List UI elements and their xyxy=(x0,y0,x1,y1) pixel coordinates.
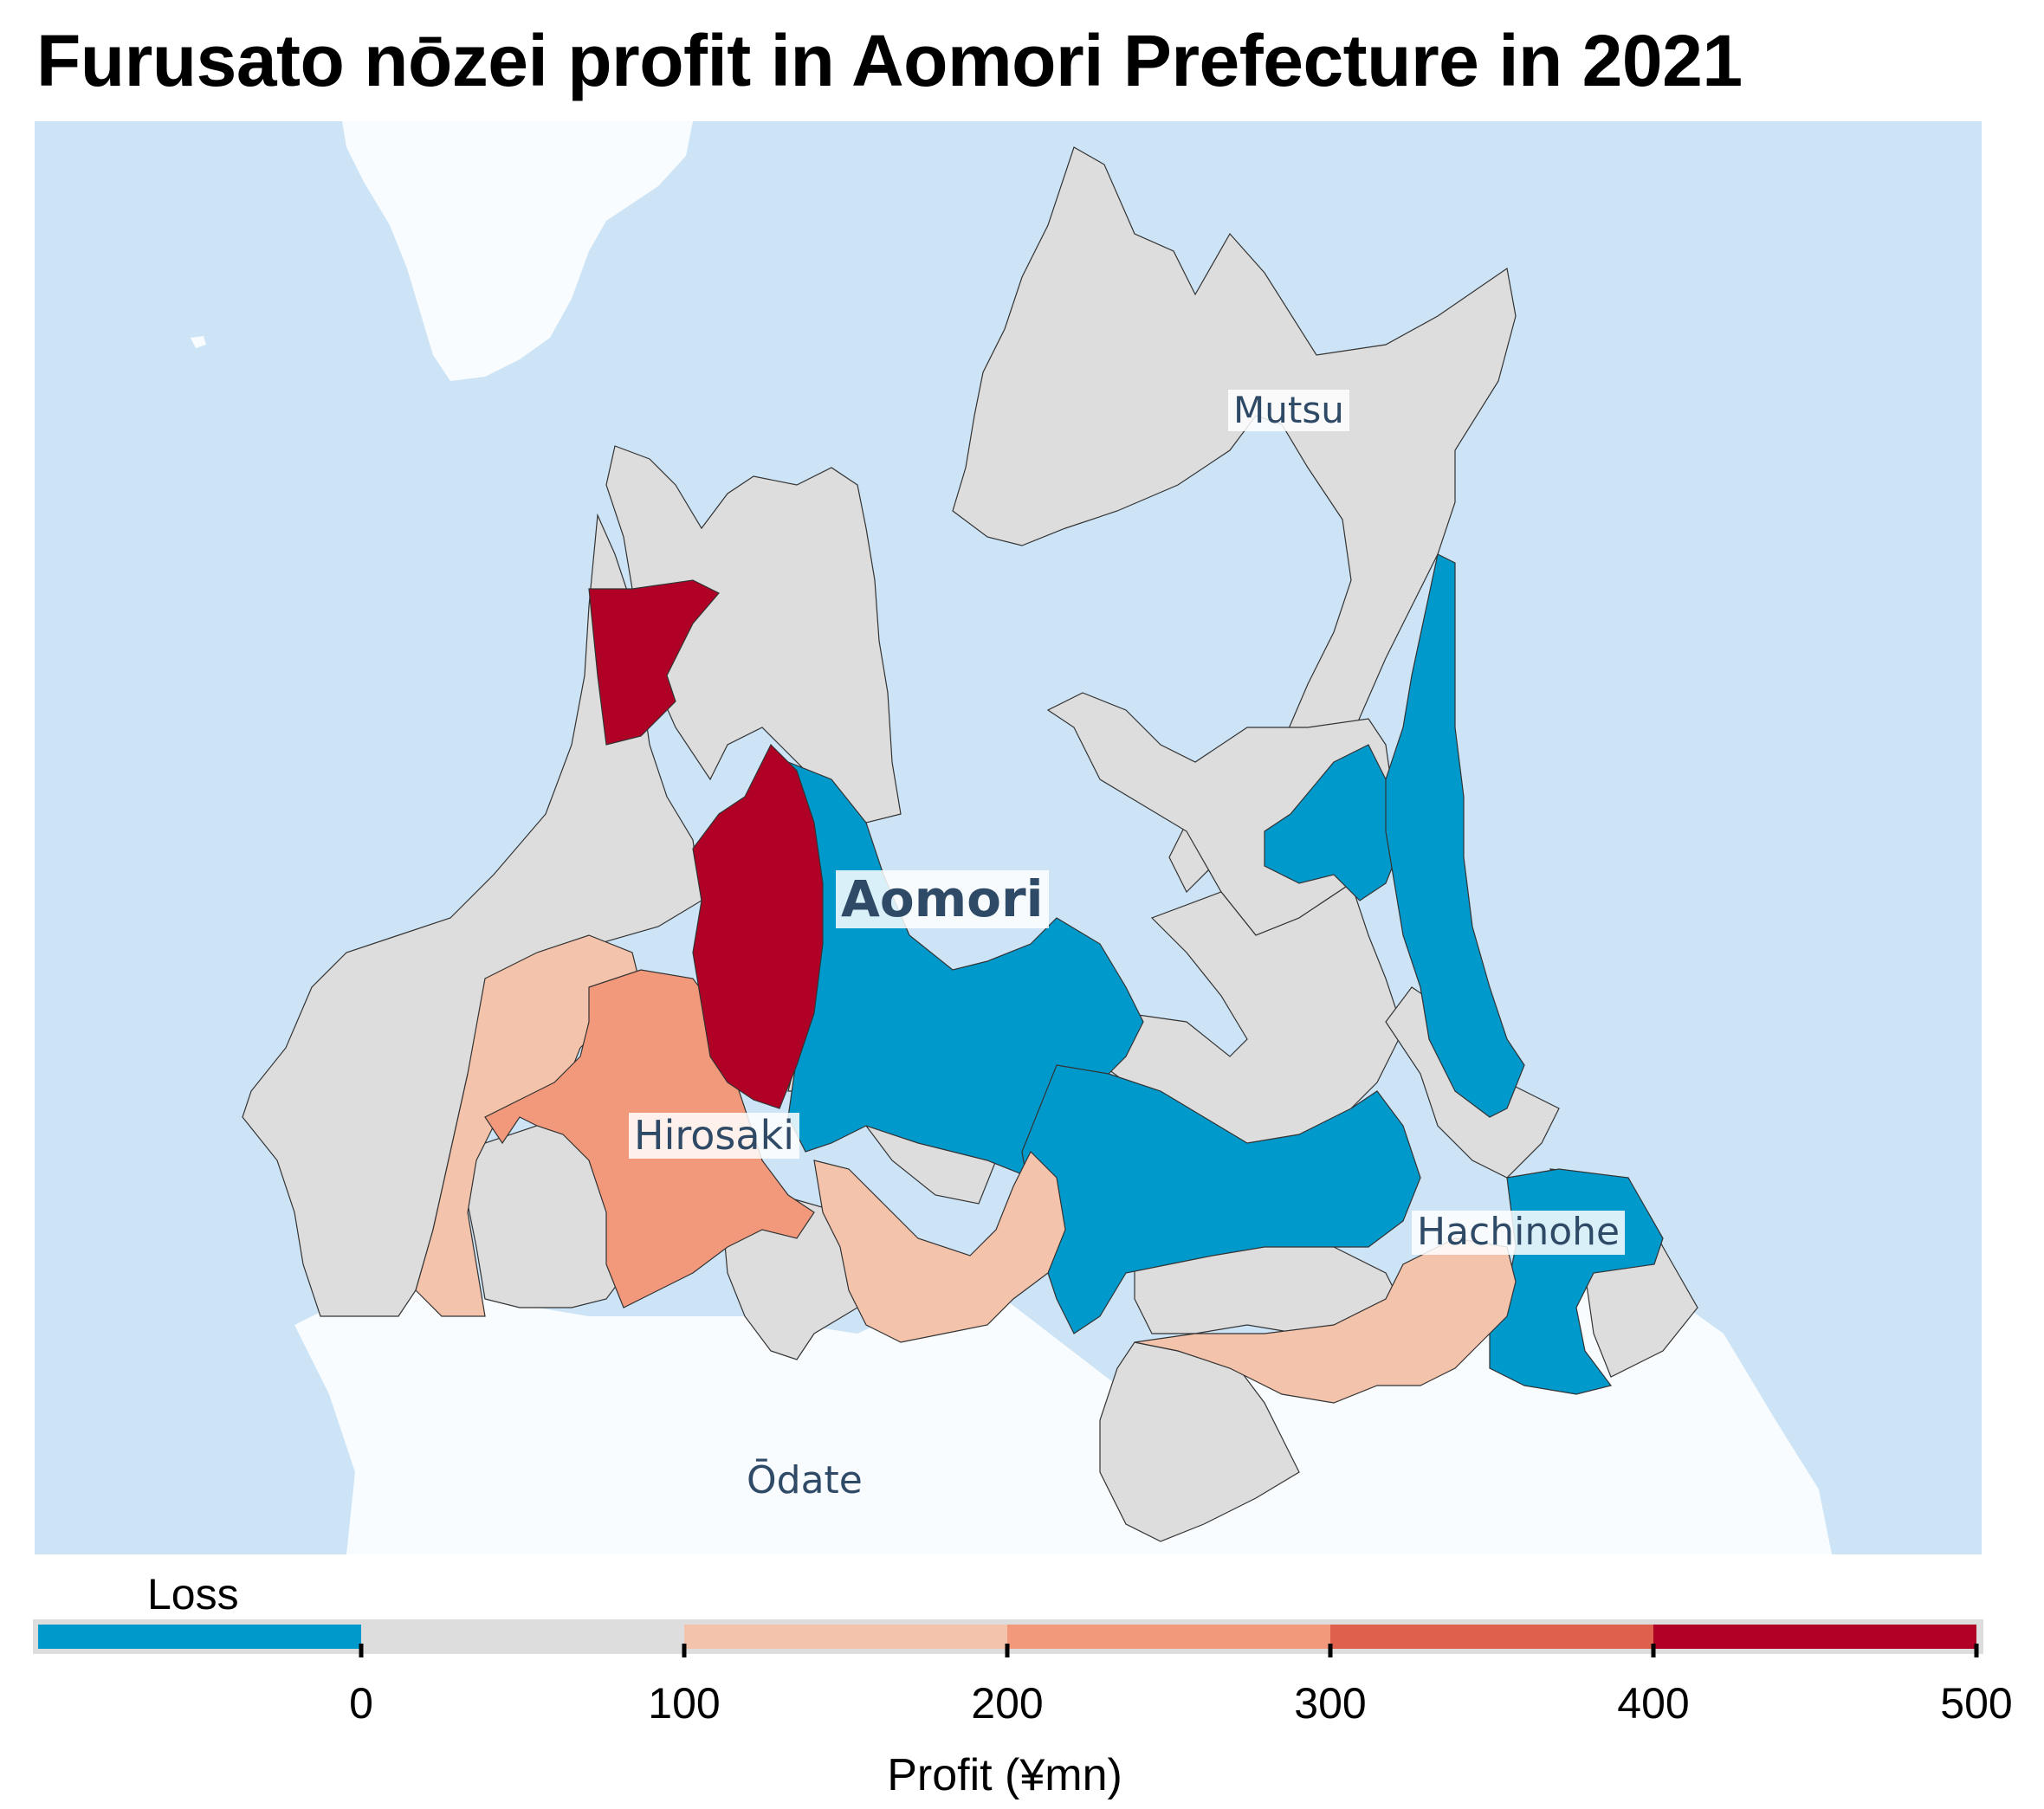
legend-colorbar xyxy=(33,1619,1983,1657)
municipalities-100-200 xyxy=(415,934,1517,1404)
city-label-mutsu: Mutsu xyxy=(1228,389,1349,432)
island xyxy=(191,336,206,348)
city-label-hachinohe: Hachinohe xyxy=(1412,1210,1626,1255)
legend-bin-1 xyxy=(361,1625,684,1649)
legend-tick-label: 300 xyxy=(1294,1679,1367,1728)
choropleth-map xyxy=(35,121,1982,1554)
legend-bin-3 xyxy=(1007,1625,1330,1649)
city-label-odate: Ōdate xyxy=(747,1458,863,1502)
legend-axis-title: Profit (¥mn) xyxy=(887,1750,1122,1800)
municipalities-400-500 xyxy=(588,579,824,1109)
legend-bin-0 xyxy=(38,1625,361,1649)
legend-bin-2 xyxy=(684,1625,1007,1649)
legend-tick-label: 100 xyxy=(648,1679,721,1728)
map-title: Furusato nōzei profit in Aomori Prefectu… xyxy=(36,20,1743,101)
municipalities-no-data xyxy=(242,146,1698,1542)
city-label-hirosaki: Hirosaki xyxy=(629,1113,799,1159)
city-label-aomori: Aomori xyxy=(836,870,1049,928)
legend-bin-4 xyxy=(1330,1625,1653,1649)
legend-loss-label: Loss xyxy=(147,1570,239,1618)
legend-tick-label: 0 xyxy=(349,1679,373,1728)
hokkaido-land xyxy=(342,121,693,381)
legend-tick-label: 500 xyxy=(1940,1679,2013,1728)
legend-tick-label: 200 xyxy=(971,1679,1044,1728)
legend-bin-5 xyxy=(1653,1625,1976,1649)
legend-tick-label: 400 xyxy=(1617,1679,1690,1728)
